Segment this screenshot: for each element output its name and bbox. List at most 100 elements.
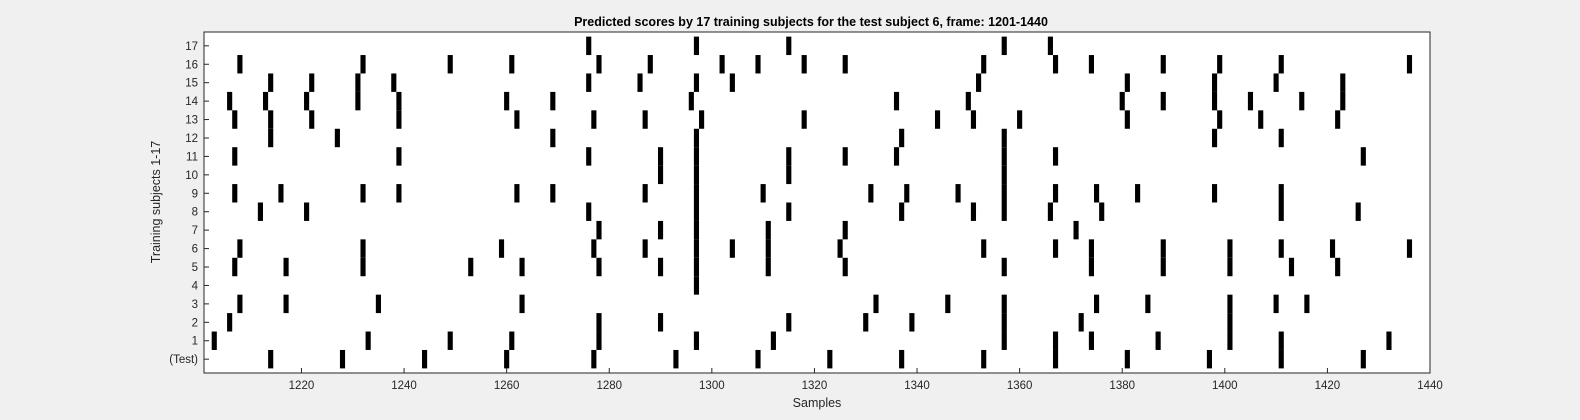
plot-frame (203, 31, 1431, 374)
raster-mark (1278, 128, 1284, 148)
raster-mark (657, 147, 664, 166)
raster-mark (257, 202, 263, 221)
raster-mark (1217, 110, 1223, 129)
raster-mark (391, 73, 397, 92)
raster-mark (268, 110, 274, 129)
raster-mark (1355, 202, 1361, 221)
x-tick-label: 1240 (391, 380, 417, 392)
raster-mark (893, 147, 900, 166)
raster-mark (1099, 202, 1105, 221)
raster-mark (786, 36, 792, 56)
raster-mark (1145, 294, 1151, 314)
raster-mark (232, 184, 238, 203)
raster-mark (760, 184, 766, 203)
raster-mark (550, 128, 556, 148)
raster-mark (1211, 73, 1218, 92)
raster-mark (693, 36, 700, 56)
raster-mark (1211, 91, 1218, 111)
raster-mark (693, 165, 700, 185)
raster-mark (1360, 349, 1366, 369)
raster-mark (755, 349, 761, 369)
raster-mark (1047, 202, 1053, 221)
raster-mark (468, 257, 474, 277)
raster-mark (693, 257, 700, 277)
raster-mark (970, 110, 977, 129)
raster-mark (1088, 331, 1094, 350)
raster-mark (1329, 239, 1336, 258)
raster-mark (657, 165, 664, 185)
raster-mark (693, 147, 700, 166)
raster-mark (586, 36, 592, 56)
raster-mark (1052, 349, 1059, 369)
raster-mark (693, 184, 700, 203)
raster-mark (1001, 36, 1007, 56)
raster-mark (1160, 257, 1166, 277)
raster-mark (422, 349, 428, 369)
raster-mark (1386, 331, 1392, 350)
raster-mark (729, 73, 735, 92)
raster-mark (396, 110, 402, 129)
raster-mark (1135, 184, 1141, 203)
raster-mark (360, 184, 366, 203)
raster-mark (447, 55, 453, 74)
raster-mark (509, 55, 515, 74)
raster-mark (504, 349, 510, 369)
raster-mark (1217, 55, 1223, 74)
raster-mark (396, 184, 402, 203)
raster-mark (1124, 349, 1130, 369)
y-tick-label: 1 (192, 336, 198, 348)
raster-mark (801, 55, 807, 74)
raster-mark (309, 73, 315, 92)
raster-mark (1335, 110, 1341, 129)
raster-mark (591, 239, 597, 258)
raster-mark (586, 73, 592, 92)
raster-mark (899, 128, 905, 148)
y-tick-label: 2 (192, 317, 198, 329)
raster-mark (586, 202, 592, 221)
raster-mark (1227, 257, 1233, 277)
raster-mark (596, 257, 602, 277)
raster-mark (934, 110, 941, 129)
raster-mark (842, 147, 848, 166)
raster-mark (693, 128, 700, 148)
raster-mark (693, 331, 700, 350)
raster-mark (1052, 147, 1059, 166)
raster-mark (360, 55, 366, 74)
raster-mark (981, 55, 987, 74)
raster-mark (1094, 184, 1100, 203)
x-tick-label: 1380 (1109, 380, 1135, 392)
x-tick-label: 1220 (289, 380, 315, 392)
raster-mark (1017, 110, 1023, 129)
raster-mark (657, 313, 664, 332)
plot-area (204, 32, 1430, 373)
raster-mark (237, 239, 243, 258)
x-tick-label: 1400 (1212, 380, 1238, 392)
raster-mark (1278, 202, 1284, 221)
raster-mark (596, 220, 602, 240)
raster-mark (1001, 184, 1007, 203)
raster-mark (1001, 313, 1007, 332)
raster-mark (693, 73, 700, 92)
raster-mark (1227, 313, 1233, 332)
raster-mark (1227, 331, 1233, 350)
raster-mark (1278, 239, 1284, 258)
y-tick-label: (Test) (169, 354, 198, 366)
raster-mark (1160, 239, 1166, 258)
y-tick-label: 14 (185, 96, 198, 108)
raster-mark (868, 184, 874, 203)
raster-mark (1052, 331, 1059, 350)
y-tick-label: 3 (192, 299, 198, 311)
raster-mark (1001, 128, 1007, 148)
raster-mark (1247, 91, 1254, 111)
raster-mark (1360, 147, 1366, 166)
x-axis: 1220 1240 1260 1280 1300 1320 1340 1360 1380 1400… (289, 368, 1443, 392)
raster-mark (873, 294, 879, 314)
raster-mark (688, 91, 694, 111)
raster-mark (1047, 36, 1053, 56)
raster-mark (396, 147, 402, 166)
y-tick-label: 7 (192, 225, 198, 237)
raster-mark (591, 349, 597, 369)
raster-mark (863, 313, 869, 332)
raster-mark (1288, 257, 1295, 277)
